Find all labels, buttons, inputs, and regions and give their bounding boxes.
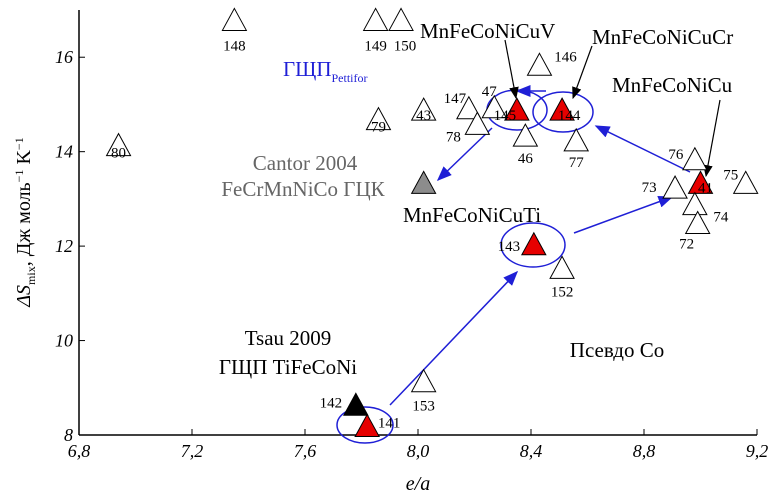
point-label: 145 (494, 108, 517, 124)
point-label: 141 (378, 416, 401, 432)
y-label-part: K (13, 150, 35, 170)
point (549, 97, 575, 121)
y-tick-label: 16 (55, 47, 73, 67)
annotation: MnFeCoNiCuCr (592, 25, 733, 49)
point-label: 79 (371, 120, 386, 136)
y-label-part: , Дж моль (13, 182, 35, 266)
annotation: MnFeCoNiCuTi (403, 203, 541, 227)
point-label: 149 (364, 38, 387, 54)
point (520, 231, 547, 256)
annotation: FeCrMnNiCo ГЦК (221, 177, 385, 201)
point (410, 368, 437, 393)
annotation: ГЩП TiFeCoNi (219, 355, 357, 379)
y-label-part: mix (24, 266, 38, 285)
x-tick-label: 7,2 (181, 441, 204, 461)
x-tick-label: 8,4 (520, 441, 543, 461)
y-axis-label: ΔSmix, Дж моль−1 K−1 (12, 137, 38, 307)
annotation-sub: Pettifor (332, 71, 368, 85)
x-tick-label: 8,8 (633, 441, 656, 461)
annotation: Tsau 2009 (245, 326, 332, 350)
point-label: 152 (551, 284, 574, 300)
x-tick-label: 8,0 (407, 441, 430, 461)
arrow (572, 45, 593, 100)
y-tick-label: 12 (55, 236, 73, 256)
point (410, 170, 437, 194)
point-label: 150 (394, 38, 417, 54)
point (354, 413, 380, 438)
point (388, 7, 414, 31)
arrow (703, 99, 721, 178)
x-tick-label: 9,2 (746, 441, 769, 461)
point-label: 144 (558, 108, 581, 124)
point (481, 94, 508, 119)
point (105, 132, 132, 157)
point-label: 46 (518, 151, 534, 167)
point-label: 153 (412, 399, 435, 415)
point (563, 127, 590, 152)
annotation: ГЩПPettifor (283, 57, 368, 85)
arrow (389, 270, 519, 406)
point (362, 7, 389, 31)
highlights (336, 85, 691, 444)
y-label-part: −1 (12, 137, 26, 150)
y-label-part: ΔS (13, 285, 35, 308)
point-label: 78 (446, 129, 461, 145)
point-label: 41 (698, 180, 713, 196)
x-tick-label: 6,8 (68, 441, 91, 461)
point (687, 170, 714, 194)
point (221, 7, 248, 31)
annotation: Псевдо Co (570, 338, 664, 362)
annotation: Cantor 2004 (253, 151, 358, 175)
y-label-part: −1 (12, 170, 26, 183)
ellipse (532, 91, 594, 133)
point-label: 77 (569, 155, 585, 171)
arrow (436, 127, 493, 182)
pointers (504, 39, 721, 178)
point-label: 76 (668, 147, 684, 163)
point (504, 97, 530, 121)
annotations: MnFeCoNiCuV MnFeCoNiCuCr MnFeCoNiCu MnFe… (219, 19, 733, 379)
point (682, 146, 708, 171)
point-label: 147 (444, 91, 467, 107)
point (549, 255, 575, 279)
point-label: 74 (713, 210, 729, 226)
arrow (594, 125, 691, 173)
ellipse (336, 406, 394, 444)
point-label: 47 (482, 84, 498, 100)
point (343, 392, 369, 416)
point-label: 142 (320, 395, 343, 411)
point (526, 52, 553, 76)
point (512, 123, 539, 147)
point (732, 170, 759, 194)
points: 148 149 150 146 147 47 145 144 43 79 78 46 77 80 76 75 7… (105, 7, 759, 438)
point-label: 75 (723, 167, 738, 183)
point-label: 148 (223, 38, 246, 54)
point (662, 175, 688, 199)
annotation: MnFeCoNiCuV (420, 19, 555, 43)
axes: 6,8 7,2 7,6 8,0 8,4 8,8 9,2 8 10 12 14 16 (55, 10, 768, 461)
x-tick-label: 7,6 (294, 441, 317, 461)
point (684, 210, 711, 234)
arrow (573, 196, 674, 234)
point (464, 111, 491, 135)
y-tick-label: 10 (55, 331, 73, 351)
point (456, 95, 482, 120)
annotation-text: ГЩП (283, 57, 332, 81)
point-label: 146 (554, 49, 577, 65)
point (682, 191, 708, 216)
point-label: 43 (416, 108, 431, 124)
point (410, 97, 437, 121)
point-label: 80 (111, 146, 126, 162)
y-tick-label: 8 (64, 425, 73, 445)
y-tick-label: 14 (55, 142, 73, 162)
arrow (504, 39, 519, 100)
annotation: MnFeCoNiCu (612, 73, 733, 97)
point (365, 106, 392, 131)
point-label: 143 (498, 239, 521, 255)
point-label: 73 (642, 180, 657, 196)
x-axis-label: e/a (406, 473, 430, 495)
ellipse (500, 222, 566, 268)
point-label: 72 (679, 237, 694, 253)
